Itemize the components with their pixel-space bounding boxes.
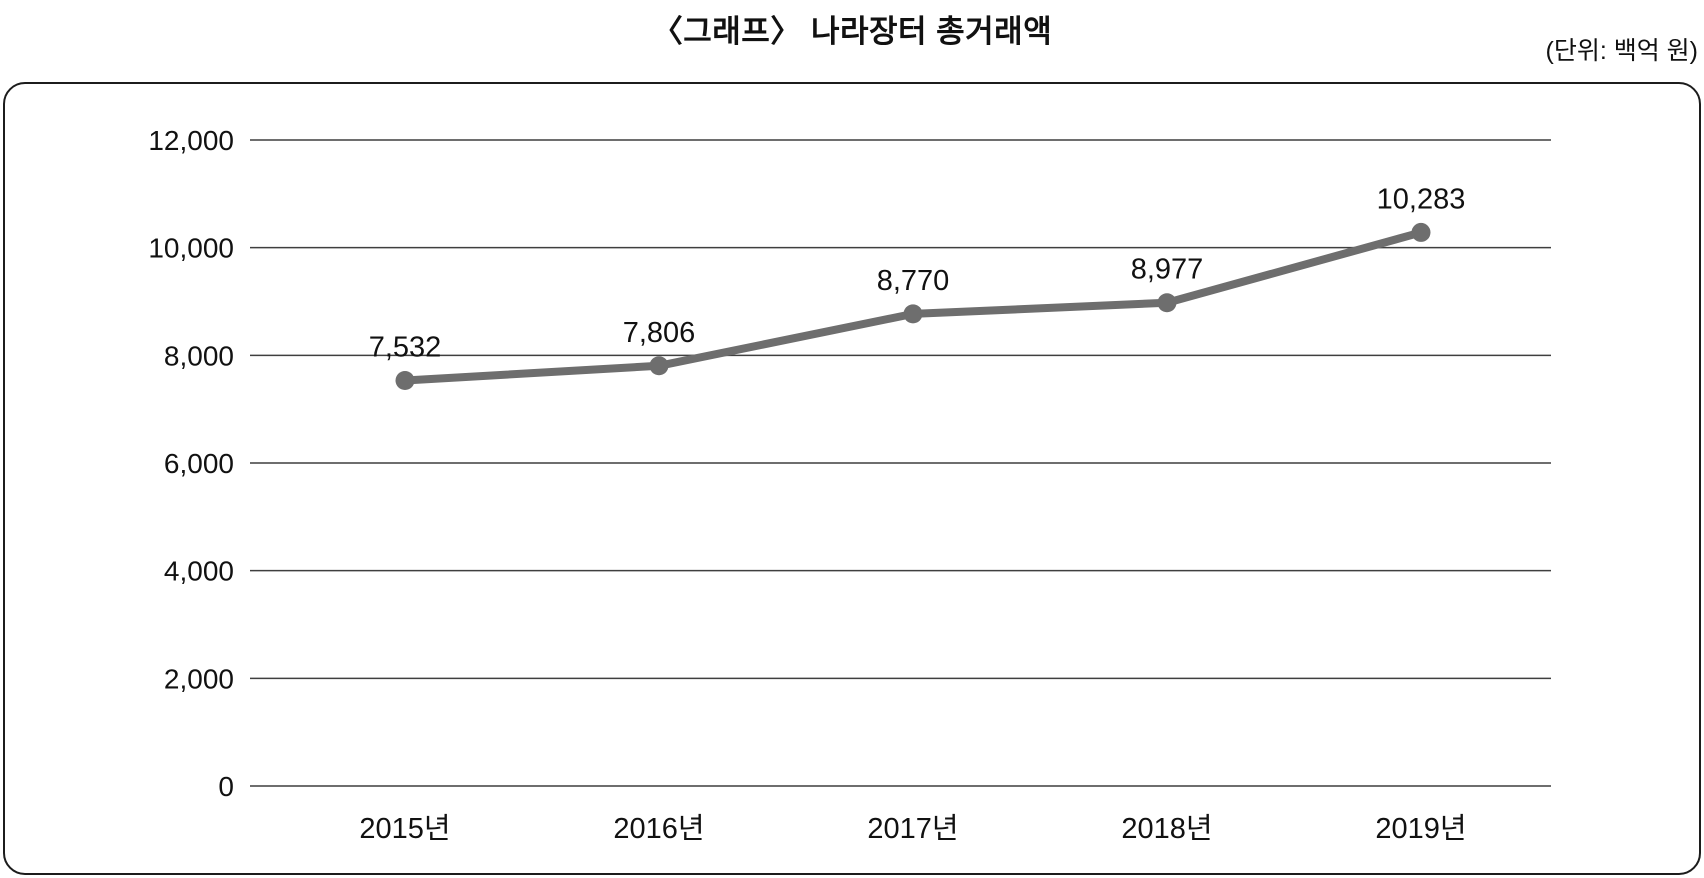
y-axis-tick-label: 4,000: [164, 556, 234, 587]
x-axis-tick-label: 2018년: [1121, 813, 1212, 845]
y-axis-tick-label: 12,000: [148, 125, 234, 156]
data-point-marker: [649, 356, 669, 376]
data-point-marker: [1157, 293, 1177, 313]
data-point-marker: [1411, 222, 1431, 242]
y-axis-tick-label: 6,000: [164, 448, 234, 479]
y-axis-tick-label: 10,000: [148, 233, 234, 264]
chart-title: 〈그래프〉 나라장터 총거래액: [651, 14, 1053, 49]
data-point-marker: [395, 371, 415, 391]
data-point-marker: [903, 304, 923, 324]
y-axis-tick-label: 2,000: [164, 663, 234, 694]
data-point-label: 8,977: [1131, 254, 1204, 286]
chart-frame: 0 2,000 4,000 6,000 8,000 10,000 12,000 2015년 20…: [3, 82, 1701, 875]
y-axis-tick-label: 8,000: [164, 340, 234, 371]
unit-label: (단위: 백억 원): [1545, 37, 1699, 65]
data-point-label: 7,532: [369, 332, 442, 364]
x-axis-tick-label: 2017년: [867, 813, 958, 845]
x-axis-tick-label: 2016년: [613, 813, 704, 845]
x-axis-tick-label: 2019년: [1375, 813, 1466, 845]
data-point-label: 7,806: [623, 317, 696, 349]
line-chart-canvas: 0 2,000 4,000 6,000 8,000 10,000 12,000 2015년 20…: [148, 125, 1551, 845]
y-axis-tick-label: 0: [218, 771, 234, 802]
x-axis-tick-label: 2015년: [359, 813, 450, 845]
data-point-label: 8,770: [877, 265, 950, 297]
data-point-label: 10,283: [1377, 183, 1466, 215]
